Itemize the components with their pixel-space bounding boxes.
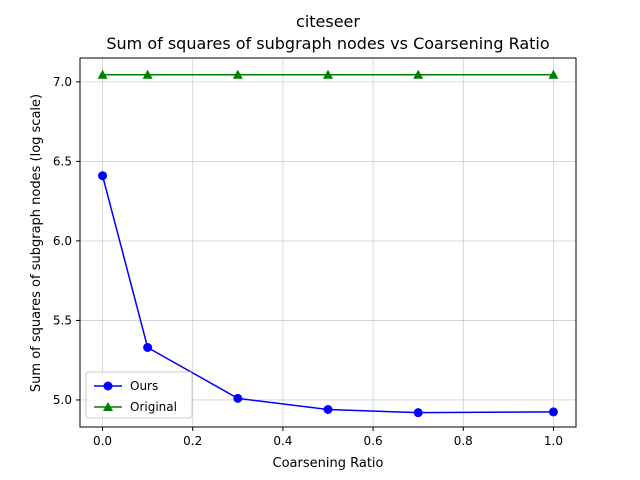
x-tick-label: 0.8 [454, 434, 473, 448]
x-tick-label: 0.4 [273, 434, 292, 448]
series-ours [98, 171, 558, 418]
data-point-original [97, 69, 108, 79]
data-point-original [142, 69, 153, 79]
x-tick-label: 0.6 [364, 434, 383, 448]
legend: Ours Original [85, 371, 193, 419]
y-tick-label: 6.5 [53, 154, 72, 168]
legend-marker-ours [103, 381, 113, 391]
data-point-ours [233, 393, 243, 403]
series-line-ours [101, 175, 554, 414]
chart-subtitle: Sum of squares of subgraph nodes vs Coar… [106, 34, 549, 53]
chart-title: citeseer [296, 12, 360, 31]
x-tick-label: 0.2 [183, 434, 202, 448]
legend-item-ours: Ours [94, 379, 158, 393]
x-axis-label: Coarsening Ratio [273, 456, 384, 471]
x-tick-label: 1.0 [544, 434, 563, 448]
x-axis: 0.0 0.2 0.4 0.6 0.8 1.0 [93, 427, 563, 448]
y-tick-label: 6.0 [53, 234, 72, 248]
x-tick-label: 0.0 [93, 434, 112, 448]
data-point-ours [323, 405, 333, 415]
data-point-original [413, 69, 424, 79]
y-tick-label: 5.0 [53, 393, 72, 407]
data-point-ours [548, 407, 558, 417]
data-point-original [232, 69, 243, 79]
y-tick-label: 5.5 [53, 313, 72, 327]
legend-item-original: Original [94, 400, 177, 414]
data-point-original [548, 69, 559, 79]
series-layer [97, 69, 559, 418]
data-point-ours [143, 342, 153, 352]
y-axis-label: Sum of squares of subgraph nodes (log sc… [29, 94, 44, 392]
plot-frame [79, 57, 577, 428]
data-point-ours [413, 408, 423, 418]
series-original [97, 69, 559, 79]
data-point-ours [98, 171, 108, 181]
legend-label-original: Original [130, 400, 177, 414]
y-axis: 5.0 5.5 6.0 6.5 7.0 [53, 75, 80, 407]
data-point-original [323, 69, 333, 79]
legend-marker-original [103, 402, 113, 411]
legend-label-ours: Ours [130, 379, 158, 393]
y-tick-label: 7.0 [53, 75, 72, 89]
